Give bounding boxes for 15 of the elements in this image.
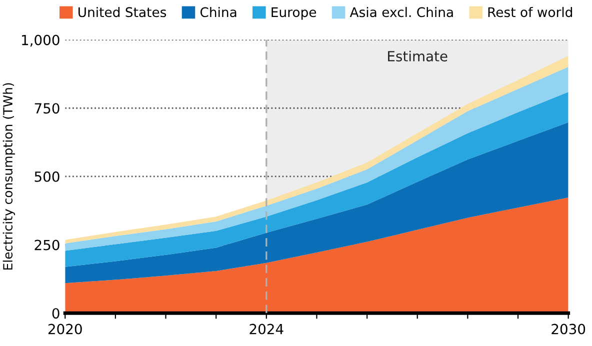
- y-tick-label: 500: [34, 171, 60, 182]
- x-tick-label: 2020: [48, 324, 82, 334]
- x-tick-label: 2030: [552, 324, 586, 334]
- legend-label: China: [200, 6, 236, 18]
- y-tick-label: 1,000: [22, 34, 60, 47]
- x-tick-label: 2024: [250, 324, 284, 334]
- y-tick-label: 250: [34, 240, 60, 250]
- legend-label: Asia excl. China: [350, 6, 453, 18]
- band-label: Estimate: [388, 50, 448, 62]
- legend-label: Europe: [272, 7, 316, 20]
- y-tick-label: 0: [52, 308, 60, 319]
- y-axis-title: Electricity consumption (TWh): [2, 83, 15, 270]
- y-tick-label: 750: [34, 103, 60, 114]
- legend-label: Rest of world: [488, 6, 572, 18]
- legend-label: United States: [78, 6, 166, 18]
